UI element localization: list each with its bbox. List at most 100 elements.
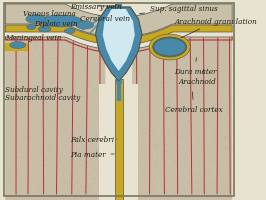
Point (23, 93, 27, 96)
Point (164, 144, 168, 147)
Point (91, 49, 95, 52)
Point (99, 167, 103, 170)
Point (68, 171, 72, 174)
Point (189, 7, 193, 10)
Point (85, 14, 89, 17)
Point (103, 181, 108, 184)
Point (132, 35, 136, 38)
Point (133, 154, 138, 157)
Point (227, 167, 231, 171)
Point (200, 15, 204, 18)
Point (186, 121, 190, 124)
Point (47, 57, 52, 60)
Point (228, 110, 233, 113)
Point (88, 65, 92, 69)
Point (48, 155, 53, 158)
Point (101, 51, 106, 54)
Point (94, 149, 98, 152)
Point (173, 73, 177, 77)
Point (76, 136, 80, 139)
Point (109, 91, 114, 94)
Point (225, 186, 229, 189)
Point (165, 99, 170, 103)
Point (215, 55, 220, 58)
Point (196, 187, 200, 190)
Point (168, 90, 172, 93)
Point (183, 54, 188, 58)
Point (97, 26, 102, 30)
Point (23, 130, 28, 133)
Point (191, 18, 195, 21)
Point (36, 54, 40, 57)
Point (80, 189, 85, 193)
Point (136, 129, 140, 132)
Point (9, 21, 13, 25)
Point (70, 15, 74, 18)
Point (38, 144, 43, 147)
Point (190, 70, 194, 73)
Point (134, 90, 138, 93)
Point (72, 53, 76, 56)
Point (181, 50, 185, 54)
Point (206, 65, 211, 69)
Point (68, 19, 72, 22)
Point (72, 56, 76, 59)
Point (82, 76, 86, 79)
Point (228, 151, 232, 154)
Point (154, 12, 158, 15)
Point (6, 175, 11, 178)
Point (139, 19, 143, 23)
Point (159, 128, 163, 131)
Point (19, 70, 23, 73)
Point (180, 76, 184, 80)
Point (59, 106, 63, 109)
Point (224, 98, 228, 101)
Point (181, 72, 186, 76)
Point (212, 110, 216, 113)
Point (188, 153, 193, 156)
Point (168, 23, 172, 26)
Point (168, 8, 173, 11)
Point (28, 136, 32, 139)
Point (134, 59, 138, 62)
Point (59, 160, 63, 163)
Point (205, 61, 209, 64)
Point (52, 104, 56, 107)
Point (170, 20, 174, 23)
Point (51, 80, 55, 84)
Point (47, 115, 51, 119)
Point (131, 108, 135, 111)
Point (133, 189, 137, 192)
Point (226, 60, 231, 63)
Point (135, 196, 139, 199)
Point (176, 135, 180, 138)
Point (159, 78, 164, 81)
Point (200, 121, 205, 125)
Point (52, 10, 56, 13)
Point (198, 184, 202, 188)
Point (4, 150, 9, 154)
Point (164, 10, 168, 13)
Point (51, 63, 55, 66)
Point (40, 85, 44, 89)
Point (143, 51, 148, 54)
Point (53, 95, 57, 98)
Point (143, 17, 147, 20)
Point (163, 143, 168, 146)
Point (226, 67, 230, 70)
Point (91, 96, 95, 100)
Point (137, 72, 141, 75)
Point (79, 185, 83, 188)
Point (194, 111, 198, 114)
Point (162, 135, 166, 138)
Point (99, 19, 104, 22)
Point (213, 154, 218, 157)
Point (88, 18, 92, 21)
Point (74, 93, 79, 96)
Point (194, 118, 198, 122)
Point (200, 13, 205, 16)
Point (59, 98, 63, 101)
Point (171, 81, 175, 84)
Point (155, 155, 159, 158)
Bar (126, 85, 138, 200)
